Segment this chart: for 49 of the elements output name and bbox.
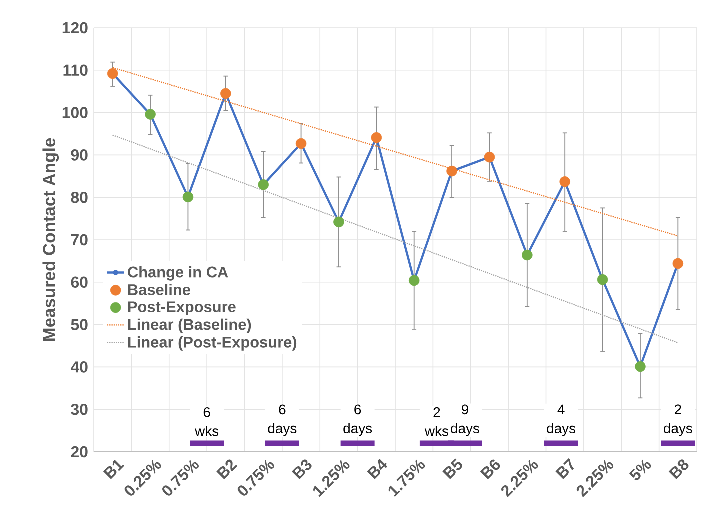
point xyxy=(672,258,684,270)
x-tick-label: B8 xyxy=(668,460,689,480)
point xyxy=(408,275,420,286)
legend-label: Baseline xyxy=(128,284,190,296)
annotation: 2 wks xyxy=(424,407,448,436)
point xyxy=(371,132,382,144)
point xyxy=(296,138,307,150)
point xyxy=(597,274,608,286)
annotation: 9 days xyxy=(451,404,480,436)
y-tick-label: 120 xyxy=(62,22,88,34)
point xyxy=(258,179,269,190)
x-tick-label: B4 xyxy=(367,459,388,480)
point xyxy=(522,250,533,261)
y-tick-label: 90 xyxy=(71,150,88,161)
legend-label: Change in CA xyxy=(128,266,228,281)
point xyxy=(220,88,232,100)
x-tick-label: 5% xyxy=(629,460,652,480)
legend-label: Linear (Baseline) xyxy=(128,318,252,334)
y-tick-label: 40 xyxy=(70,362,88,373)
point xyxy=(560,176,570,188)
y-tick-label: 20 xyxy=(71,446,88,458)
x-tick-label: B2 xyxy=(216,460,238,480)
annotation: 6 days xyxy=(268,404,297,436)
annotation: 2 days xyxy=(664,404,692,436)
point xyxy=(635,361,646,372)
y-tick-label: 50 xyxy=(71,319,88,330)
y-tick-label: 80 xyxy=(71,192,88,204)
point xyxy=(145,109,156,120)
annotation: 6 days xyxy=(344,404,372,436)
y-tick-label: 110 xyxy=(64,64,88,76)
y-tick-label: 60 xyxy=(71,276,88,288)
y-axis-title: Measured Contact Angle xyxy=(42,138,60,342)
y-tick-label: 100 xyxy=(62,107,88,118)
legend-label: Post-Exposure xyxy=(128,302,236,316)
annotation: 6 wks xyxy=(195,407,219,436)
legend-label: Linear (Post-Exposure) xyxy=(128,336,297,351)
point xyxy=(334,216,344,228)
point xyxy=(484,152,496,163)
x-tick-label: B1 xyxy=(103,460,125,480)
y-tick-label: 70 xyxy=(71,234,88,246)
x-tick-label: B7 xyxy=(556,458,574,480)
x-tick-label: B6 xyxy=(480,460,500,480)
y-tick-label: 30 xyxy=(71,404,88,416)
x-tick-label: B5 xyxy=(442,458,462,480)
x-tick-label: B3 xyxy=(292,460,312,480)
point xyxy=(182,192,194,203)
annotation: 4 days xyxy=(547,404,576,436)
point xyxy=(446,166,458,177)
point xyxy=(107,68,118,80)
